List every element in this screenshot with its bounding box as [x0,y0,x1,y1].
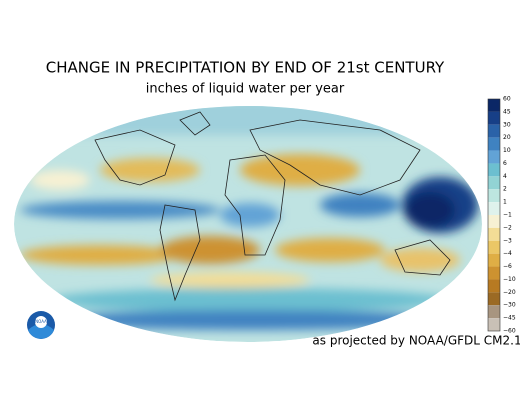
credit: as projected by NOAA/GFDL CM2.1 [312,334,520,348]
colorbar-label: −1 [503,212,512,219]
colorbar-swatch [488,227,500,241]
subtitle: inches of liquid water per year [146,82,345,97]
colorbar-label: 2 [503,186,507,193]
colorbar-swatch [488,163,500,177]
colorbar-swatch [488,99,500,112]
colorbar-swatch [488,124,500,138]
precipitation-map [14,106,482,342]
colorbar-swatch [488,318,500,331]
noaa-logo: NOAA [27,311,55,339]
colorbar-swatch [488,305,500,319]
colorbar-swatch [488,189,500,203]
logo-text: NOAA [35,319,47,324]
colorbar-swatch [488,253,500,267]
colorbar-label: −3 [503,237,512,244]
title: CHANGE IN PRECIPITATION BY END OF 21st C… [46,59,445,77]
colorbar-label: 20 [503,134,511,141]
colorbar-label: 4 [503,173,507,180]
colorbar-label: −30 [503,302,516,309]
colorbar: 60 45 30 20 10 6 4 2 1 −1 −2 −3 −4 −6 −10 −20 −30 −45 −60 [487,96,516,335]
colorbar-label: −2 [503,224,512,231]
colorbar-label: 6 [503,160,507,167]
colorbar-swatch [488,215,500,228]
colorbar-label: 10 [503,147,511,154]
colorbar-label: −4 [503,250,512,257]
colorbar-swatch [488,137,500,151]
colorbar-label: −20 [503,289,516,296]
colorbar-label: −45 [503,315,516,322]
colorbar-swatch [488,292,500,306]
colorbar-swatch [488,176,500,190]
colorbar-swatch [488,202,500,215]
colorbar-label: 45 [503,108,511,115]
colorbar-label: −6 [503,263,512,270]
colorbar-label: 30 [503,121,511,128]
colorbar-swatch [488,150,500,164]
colorbar-swatch [488,240,500,254]
colorbar-label: 60 [503,96,511,103]
colorbar-swatch [488,111,500,125]
colorbar-label: 1 [503,199,507,206]
colorbar-label: −60 [503,328,516,335]
colorbar-swatch [488,279,500,293]
colorbar-label: −10 [503,276,516,283]
colorbar-swatch [488,266,500,280]
colorbar-frame [487,98,501,332]
